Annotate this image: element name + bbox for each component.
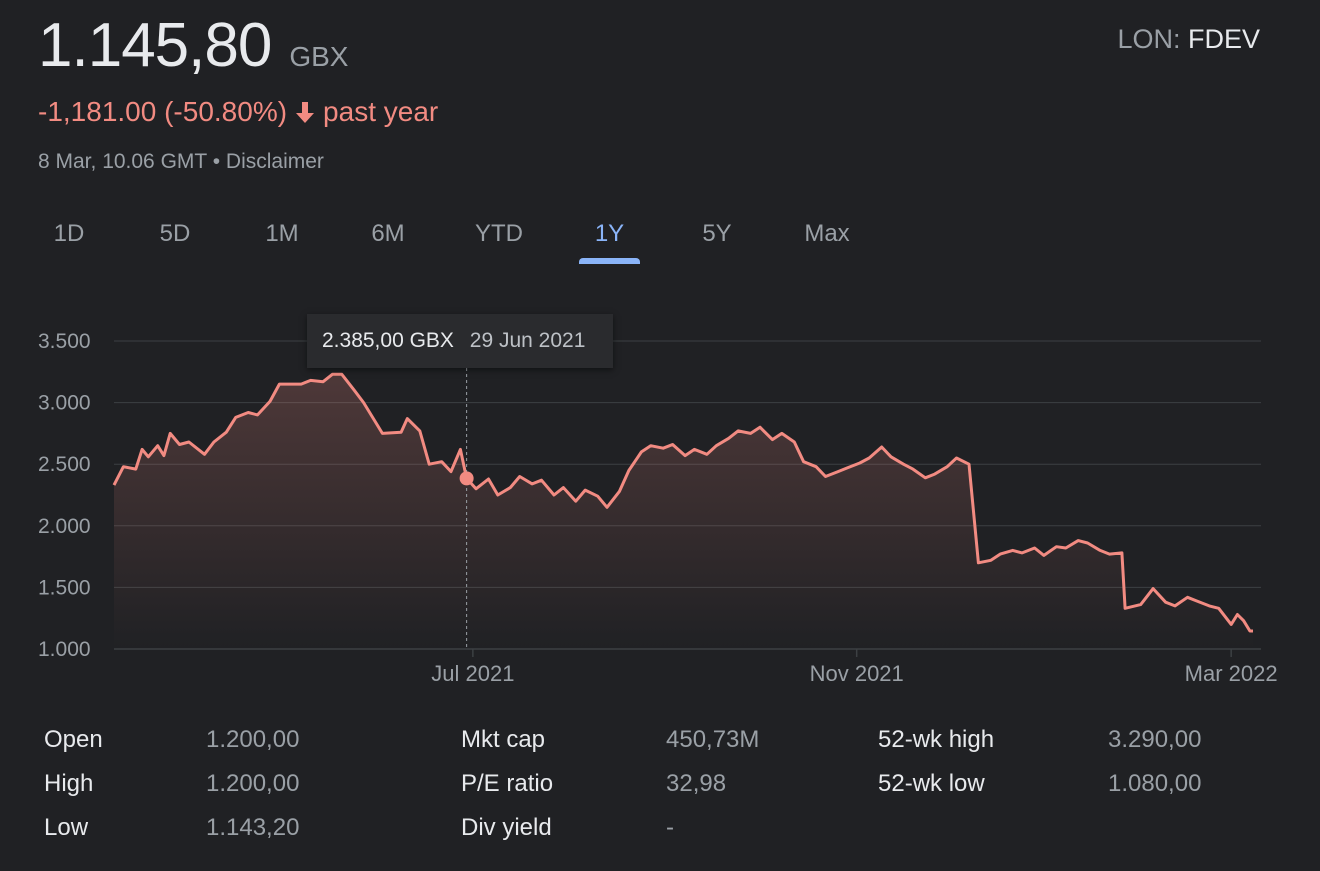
tab-ytd[interactable]: YTD xyxy=(464,212,534,264)
y-tick-label: 1.000 xyxy=(38,638,91,661)
stat-value: 1.200,00 xyxy=(206,726,300,753)
tab-6m[interactable]: 6M xyxy=(359,212,417,264)
price-chart[interactable]: 3.500 3.000 2.500 2.000 1.500 1.000 Jul 2021 No… xyxy=(0,300,1320,700)
stat-value: 450,73M xyxy=(666,726,760,753)
current-price: 1.145,80 xyxy=(38,11,272,80)
y-tick-label: 1.500 xyxy=(38,576,91,599)
stat-label: High xyxy=(44,770,94,797)
tab-1d[interactable]: 1D xyxy=(40,212,98,264)
arrow-down-icon xyxy=(296,102,315,123)
x-tick-label: Jul 2021 xyxy=(431,661,514,686)
stat-value: - xyxy=(666,814,674,841)
x-tick-label: Nov 2021 xyxy=(810,661,904,686)
y-tick-label: 2.000 xyxy=(38,515,91,538)
stat-label: Mkt cap xyxy=(461,726,546,753)
stat-label: 52-wk high xyxy=(878,726,995,753)
stat-value: 32,98 xyxy=(666,770,727,797)
tab-label: 5D xyxy=(159,220,191,247)
y-tick-label: 3.500 xyxy=(38,330,91,353)
disclaimer-link[interactable]: Disclaimer xyxy=(225,150,324,173)
tab-label: 6M xyxy=(371,220,405,247)
tab-label: 1M xyxy=(265,220,299,247)
stat-open: Open 1.200,00 xyxy=(44,726,299,754)
price-header: 1.145,80 GBX xyxy=(38,10,348,81)
stat-high: High 1.200,00 xyxy=(44,770,299,798)
hover-point xyxy=(459,471,474,486)
stat-value: 3.290,00 xyxy=(1108,726,1202,753)
stat-52wk-high: 52-wk high 3.290,00 xyxy=(878,726,1201,754)
stat-label: P/E ratio xyxy=(461,770,554,797)
tab-label: 1D xyxy=(53,220,85,247)
tab-label: 5Y xyxy=(702,220,732,247)
chart-tooltip: 2.385,00 GBX 29 Jun 2021 xyxy=(307,314,613,368)
currency-label: GBX xyxy=(289,41,349,72)
timestamp-row: 8 Mar, 10.06 GMT • Disclaimer xyxy=(38,150,324,174)
tab-5y[interactable]: 5Y xyxy=(688,212,746,264)
price-change: -1,181.00 (-50.80%) past year xyxy=(38,96,438,128)
stat-52wk-low: 52-wk low 1.080,00 xyxy=(878,770,1201,798)
tab-max[interactable]: Max xyxy=(794,212,860,264)
exchange-label: LON: xyxy=(1117,24,1181,54)
y-tick-label: 2.500 xyxy=(38,453,91,476)
stat-value: 1.200,00 xyxy=(206,770,300,797)
stat-label: Div yield xyxy=(461,814,552,841)
change-value: -1,181.00 (-50.80%) xyxy=(38,96,288,127)
tab-label: Max xyxy=(804,220,850,247)
tab-underline xyxy=(579,258,640,264)
stat-mkt-cap: Mkt cap 450,73M xyxy=(461,726,759,754)
change-period: past year xyxy=(323,96,439,127)
tab-1y[interactable]: 1Y xyxy=(579,212,640,264)
stat-value: 1.143,20 xyxy=(206,814,300,841)
series-line xyxy=(112,372,1253,633)
tab-1m[interactable]: 1M xyxy=(253,212,311,264)
stat-label: 52-wk low xyxy=(878,770,985,797)
timestamp: 8 Mar, 10.06 GMT xyxy=(38,150,207,173)
y-tick-label: 3.000 xyxy=(38,392,91,415)
tab-label: 1Y xyxy=(594,220,625,247)
series-area xyxy=(114,374,1253,649)
stat-div-yield: Div yield - xyxy=(461,814,674,842)
stat-value: 1.080,00 xyxy=(1108,770,1202,797)
ticker-label: LON: FDEV xyxy=(1117,24,1260,55)
symbol-label: FDEV xyxy=(1187,24,1260,54)
stat-low: Low 1.143,20 xyxy=(44,814,299,842)
stat-label: Open xyxy=(44,726,103,753)
separator: • xyxy=(212,150,221,173)
range-tabs: 1D 5D 1M 6M YTD 1Y 5Y Max xyxy=(0,212,900,264)
stat-label: Low xyxy=(44,814,89,841)
x-tick-label: Mar 2022 xyxy=(1185,661,1278,686)
tooltip-price: 2.385,00 GBX xyxy=(322,329,454,352)
tab-5d[interactable]: 5D xyxy=(146,212,204,264)
stat-pe-ratio: P/E ratio 32,98 xyxy=(461,770,726,798)
tooltip-date: 29 Jun 2021 xyxy=(469,329,586,352)
tab-label: YTD xyxy=(475,220,523,247)
